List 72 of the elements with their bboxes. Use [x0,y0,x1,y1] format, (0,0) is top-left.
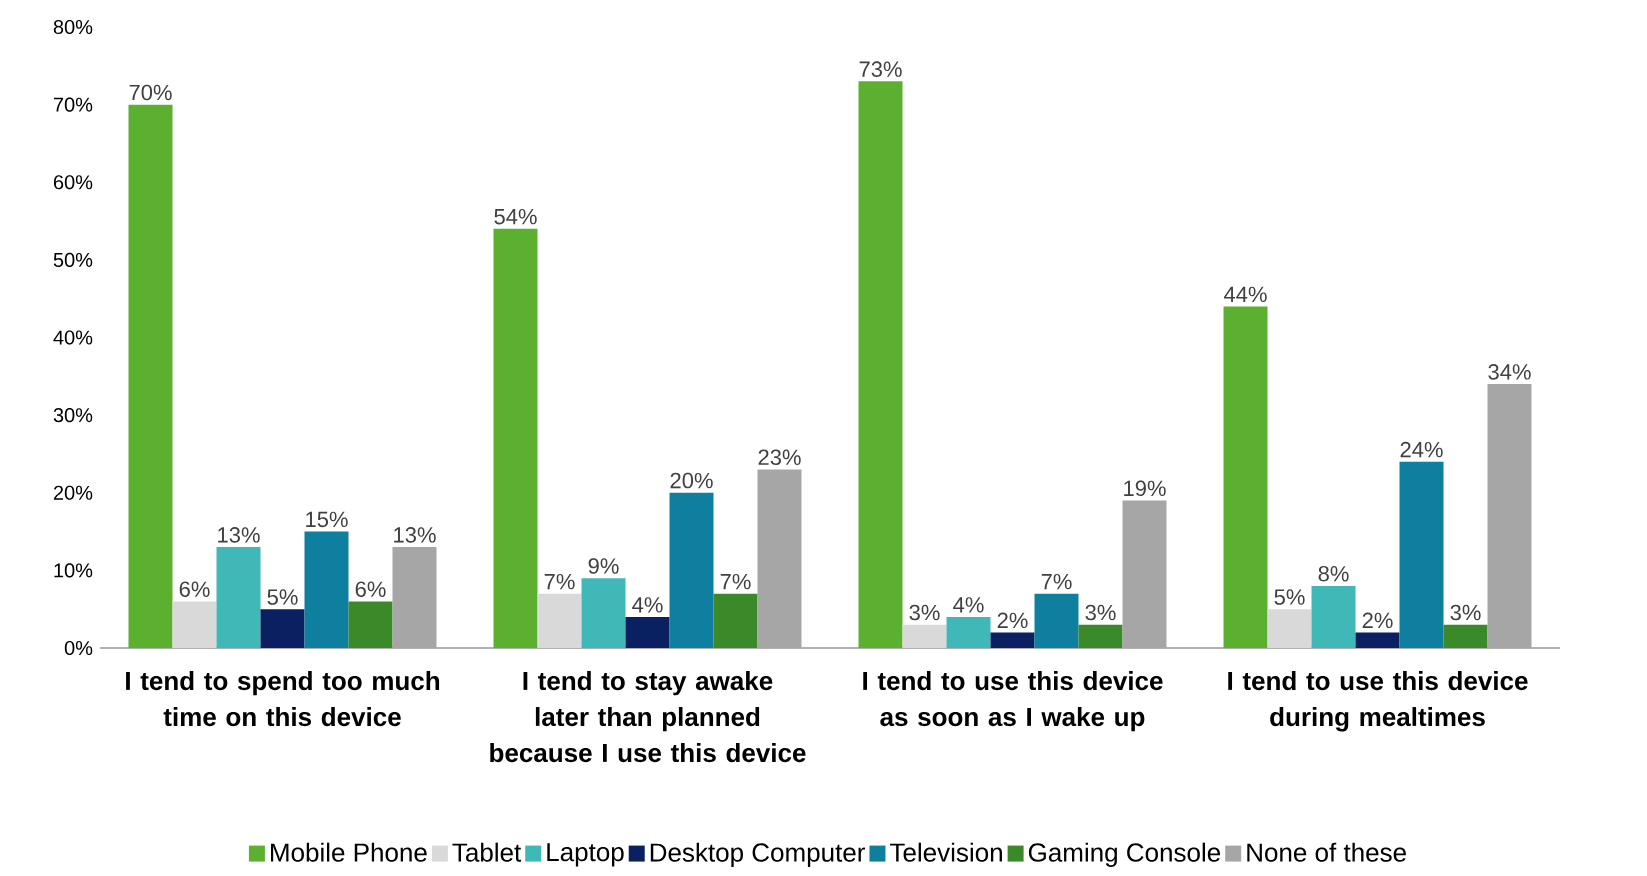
bar [216,547,261,648]
y-tick-label: 40% [53,330,93,345]
data-label: 70% [129,84,172,101]
bar [858,81,903,648]
legend-label: None of these [1247,842,1406,862]
legend-label: Tablet [452,842,522,862]
bar [625,616,670,648]
bar [669,492,714,648]
data-label: 6% [179,581,210,598]
bar [493,228,538,648]
data-label: 13% [394,527,436,543]
y-tick-label: 50% [53,252,93,267]
bar [1443,624,1488,648]
legend-label: Mobile Phone [271,842,427,862]
y-tick-label: 30% [53,408,93,423]
data-label: 7% [1041,573,1072,590]
bar [1355,632,1400,648]
y-tick-label: 80% [53,19,93,35]
data-label: 24% [1400,441,1443,458]
data-label: 7% [544,573,575,590]
data-label: 4% [953,597,984,613]
x-tick-label: I tend to stay awake later than planned because I use this device [490,671,806,763]
bar [581,578,626,648]
bar [1311,585,1356,648]
data-label: 34% [1488,364,1531,380]
data-label: 73% [859,61,902,77]
bar [1078,624,1123,648]
bar [1267,609,1312,648]
data-label: 7% [720,573,751,590]
data-label: 15% [306,511,348,528]
y-tick-label: 60% [53,175,93,190]
data-label: 54% [494,208,537,225]
bar [172,601,217,648]
legend-label: Television [890,842,1002,862]
bar [1223,306,1268,648]
bar [713,593,758,648]
data-label: 2% [1362,612,1393,629]
data-label: 20% [670,472,713,489]
y-tick-label: 70% [53,97,93,112]
bar [902,624,947,648]
data-label: 5% [267,589,298,605]
legend-label: Gaming Console [1028,842,1221,867]
y-tick-label: 0% [64,640,93,656]
bar [1034,593,1079,648]
data-label: 23% [758,449,801,466]
data-label: 4% [632,597,663,613]
bar [348,601,393,648]
data-label: 19% [1124,480,1166,497]
data-label: 3% [1085,604,1116,621]
y-tick-label: 20% [53,485,93,500]
data-label: 13% [218,527,260,543]
data-label: 44% [1223,286,1267,303]
data-label: 9% [588,558,619,574]
y-tick-label: 10% [54,563,93,578]
data-label: 3% [1450,604,1481,621]
data-label: 6% [355,581,386,598]
x-tick-label: I tend to spend too much time on this device [126,671,440,727]
bar [304,531,349,648]
legend-label: Desktop Computer [650,842,865,867]
data-label: 5% [1274,589,1305,605]
data-label: 2% [997,612,1028,629]
legend-label: Laptop [547,843,624,867]
data-label: 8% [1318,565,1349,582]
bar [537,593,582,648]
bar [990,632,1035,648]
bar [1399,461,1444,648]
x-tick-label: I tend to use this device during mealtimes [1228,671,1528,732]
bar [260,609,305,648]
data-label: 3% [909,604,940,621]
x-tick-label: I tend to use this device as soon as I wake up [863,671,1163,732]
bar [128,104,173,648]
bar [946,616,991,648]
